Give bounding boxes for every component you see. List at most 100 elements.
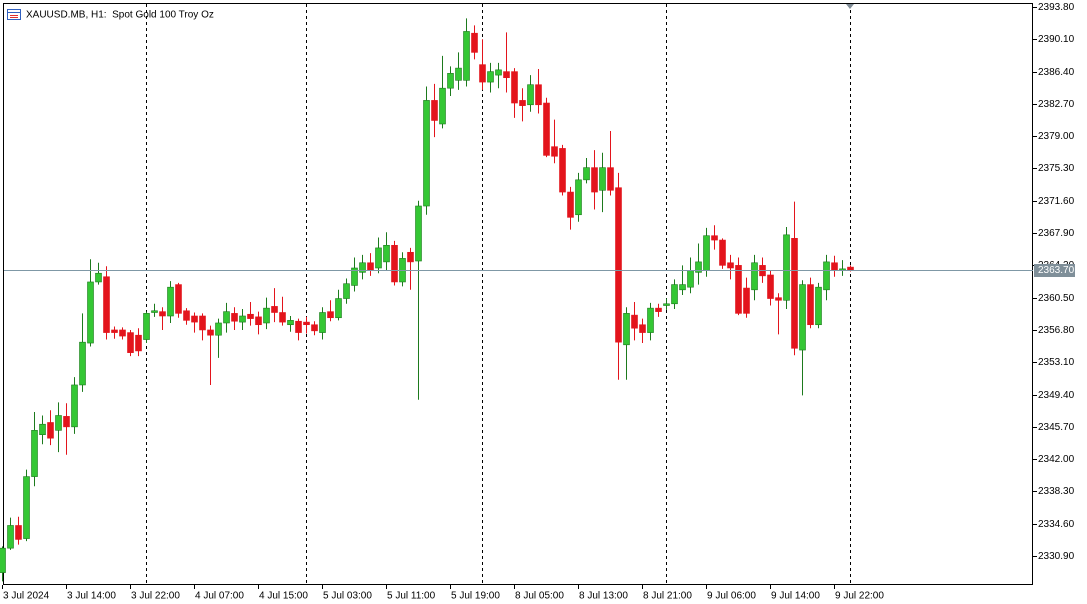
candle-body xyxy=(599,167,606,191)
candle-body xyxy=(191,315,198,323)
candle-body xyxy=(439,87,446,125)
candle-body xyxy=(351,267,358,286)
candle-body xyxy=(231,313,238,322)
candle-body xyxy=(783,234,790,301)
y-tick-label: 2334.60 xyxy=(1038,519,1075,530)
x-tick-label: 5 Jul 11:00 xyxy=(387,591,436,602)
candle-body xyxy=(807,284,814,326)
candle-body xyxy=(663,303,670,306)
current-price-box xyxy=(1034,264,1075,277)
candle-body xyxy=(263,307,270,324)
candle-body xyxy=(495,69,502,76)
candle-body xyxy=(199,315,206,331)
candles xyxy=(0,18,854,582)
x-tick-label: 5 Jul 03:00 xyxy=(323,591,372,602)
candle-body xyxy=(751,262,758,291)
candle-body xyxy=(255,316,262,326)
candle-body xyxy=(463,31,470,81)
x-tick-label: 3 Jul 22:00 xyxy=(131,591,180,602)
candle-body xyxy=(327,311,334,319)
x-tick-label: 3 Jul 14:00 xyxy=(67,591,116,602)
y-tick-label: 2338.30 xyxy=(1038,486,1075,497)
candle-body xyxy=(311,324,318,332)
candle-body xyxy=(567,191,574,218)
candle-body xyxy=(47,422,54,439)
candle-body xyxy=(639,324,646,333)
candle-body xyxy=(415,205,422,262)
candle-body xyxy=(151,310,158,313)
candle-body xyxy=(631,314,638,329)
candle-body xyxy=(247,313,254,319)
x-tick-label: 4 Jul 15:00 xyxy=(259,591,308,602)
candle-body xyxy=(383,244,390,263)
candle-body xyxy=(119,329,126,337)
candle-body xyxy=(591,167,598,193)
x-tick-label: 3 Jul 2024 xyxy=(3,591,50,602)
candle-body xyxy=(63,416,70,428)
candle-body xyxy=(655,307,662,312)
candle-body xyxy=(671,284,678,305)
candle-body xyxy=(431,100,438,121)
plot-frame xyxy=(3,3,1033,585)
y-tick-label: 2349.40 xyxy=(1038,390,1075,401)
candle-body xyxy=(583,167,590,181)
candle-body xyxy=(279,312,286,323)
candle-body xyxy=(767,274,774,299)
x-tick-label: 8 Jul 13:00 xyxy=(579,591,628,602)
candle-body xyxy=(359,262,366,273)
candle-body xyxy=(39,423,46,435)
candle-body xyxy=(367,262,374,271)
candle-body xyxy=(487,71,494,83)
current-price-label: 2363.70 xyxy=(1038,265,1075,276)
candle-body xyxy=(375,247,382,269)
candle-body xyxy=(815,286,822,326)
y-tick-label: 2393.80 xyxy=(1038,2,1075,13)
candle-body xyxy=(271,306,278,313)
candle-body xyxy=(423,100,430,207)
candle-body xyxy=(727,262,734,269)
candle-body xyxy=(575,179,582,216)
candle-body xyxy=(319,312,326,333)
candle-body xyxy=(95,272,102,283)
candle-body xyxy=(143,313,150,340)
candle-body xyxy=(135,334,142,352)
y-tick-label: 2382.70 xyxy=(1038,99,1075,110)
candle-body xyxy=(71,384,78,428)
candle-body xyxy=(743,287,750,314)
candle-body xyxy=(391,244,398,283)
candle-body xyxy=(735,265,742,314)
candle-body xyxy=(543,102,550,156)
candle-body xyxy=(303,321,310,326)
candle-body xyxy=(527,84,534,106)
candle-body xyxy=(23,476,30,539)
candle-body xyxy=(695,261,702,273)
x-tick-label: 8 Jul 21:00 xyxy=(643,591,692,602)
candle-body xyxy=(559,148,566,193)
y-tick-label: 2379.00 xyxy=(1038,131,1075,142)
candle-body xyxy=(15,525,22,540)
candle-body xyxy=(159,311,166,317)
candle-body xyxy=(111,329,118,333)
candle-body xyxy=(823,261,830,291)
candle-body xyxy=(447,73,454,89)
candle-body xyxy=(103,276,110,333)
candle-body xyxy=(679,284,686,291)
candle-body xyxy=(703,235,710,271)
y-tick-label: 2342.00 xyxy=(1038,454,1075,465)
candle-body xyxy=(711,235,718,241)
candle-body xyxy=(55,415,62,431)
candle-body xyxy=(79,341,86,386)
y-tick-label: 2375.30 xyxy=(1038,163,1075,174)
candle-body xyxy=(623,313,630,346)
x-tick-label: 9 Jul 14:00 xyxy=(771,591,820,602)
candle-body xyxy=(535,84,542,106)
candle-body xyxy=(295,320,302,333)
candle-body xyxy=(791,238,798,349)
candle-body xyxy=(799,284,806,351)
candle-body xyxy=(239,315,246,323)
candle-body xyxy=(175,284,182,314)
candle-body xyxy=(503,71,510,79)
y-tick-label: 2356.80 xyxy=(1038,325,1075,336)
candle-body xyxy=(287,320,294,326)
